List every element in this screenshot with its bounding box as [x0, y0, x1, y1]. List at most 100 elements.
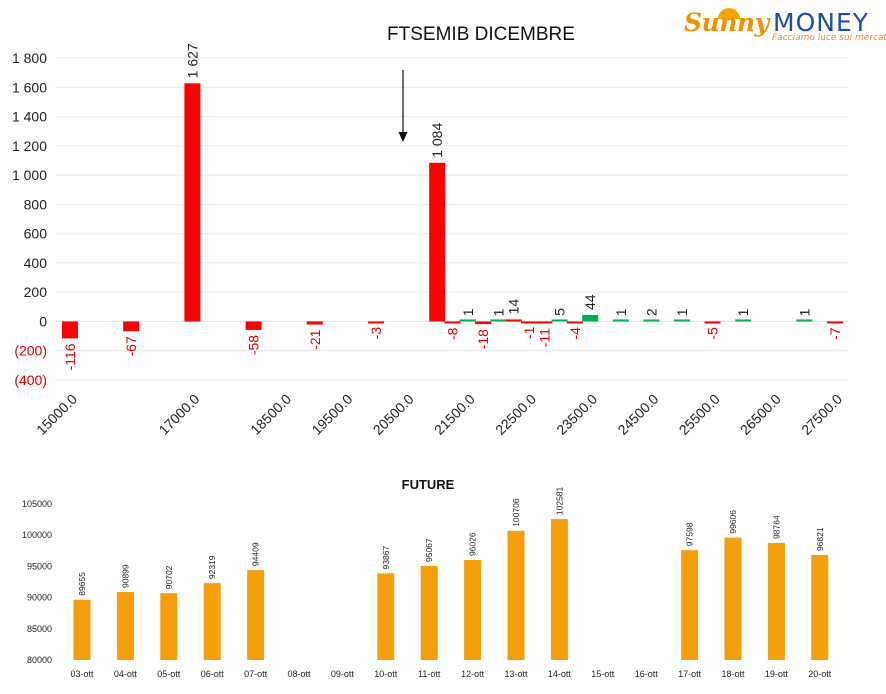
bar [827, 321, 843, 324]
bar [505, 319, 522, 322]
x-tick-label: 18500.0 [247, 391, 294, 438]
chart-title: FTSEMIB DICEMBRE [387, 24, 575, 45]
sunny-money-logo: Sunny MONEY Facciamo luce sui mercati [680, 6, 886, 46]
data-label: 1 627 [184, 43, 200, 78]
x-tick-label: 14-ott [548, 669, 572, 679]
y-tick-label: 200 [24, 284, 48, 300]
y-tick-label: 1 200 [12, 138, 47, 154]
y-tick-label: 95000 [27, 561, 52, 571]
y-tick-label: 100000 [22, 530, 52, 540]
data-label: 14 [506, 299, 522, 315]
data-label: -4 [567, 327, 583, 340]
bar [612, 319, 629, 322]
x-tick-label: 19-ott [765, 669, 789, 679]
x-tick-label: 06-ott [201, 669, 225, 679]
x-tick-label: 13-ott [504, 669, 528, 679]
bar [796, 319, 813, 322]
y-tick-label: 600 [24, 226, 48, 242]
options-chart: (400) (200) 0 200 400 600 800 1 000 1 200 1 400 1 … [12, 24, 848, 438]
x-tick-label: 17-ott [678, 669, 702, 679]
x-tick-label: 03-ott [70, 669, 94, 679]
data-label: 1 [796, 308, 812, 316]
data-label: -3 [368, 327, 384, 340]
bar [203, 583, 221, 660]
x-tick-label: 16-ott [635, 669, 659, 679]
bar [116, 591, 134, 660]
bar [674, 319, 690, 322]
data-label: -18 [475, 329, 491, 349]
bar [724, 537, 742, 660]
chart-title: FUTURE [402, 477, 455, 492]
y-tick-label: 1 400 [12, 109, 47, 125]
bar [643, 319, 660, 322]
x-tick-label: 17000.0 [155, 391, 202, 438]
y-tick-label: 1 000 [12, 167, 47, 183]
bar [247, 570, 265, 660]
annotation-arrow-head [398, 132, 408, 142]
bar [464, 559, 482, 660]
bar [704, 321, 721, 324]
data-label: 44 [582, 294, 598, 310]
bar [429, 162, 446, 322]
x-tick-label: 10-ott [374, 669, 398, 679]
bar [245, 321, 262, 330]
data-label: 97598 [685, 522, 695, 546]
x-tick-label: 19500.0 [308, 391, 355, 438]
bar [444, 321, 461, 324]
y-tick-label: 800 [24, 196, 48, 212]
data-label: 1 [735, 308, 751, 316]
x-tick-label: 15000.0 [33, 391, 80, 438]
bar [811, 555, 829, 660]
y-tick-label: 85000 [27, 624, 52, 634]
y-tick-label: 90000 [27, 593, 52, 603]
bar [490, 319, 507, 322]
x-tick-label: 21500.0 [431, 391, 478, 438]
bar [551, 319, 568, 322]
bar [475, 321, 492, 325]
data-label: 90899 [120, 564, 130, 588]
bar [377, 573, 395, 660]
y-tick-label: 400 [24, 255, 48, 271]
data-label: -8 [445, 327, 461, 340]
bar [536, 321, 553, 324]
x-tick-label: 27500.0 [798, 391, 845, 438]
bar [767, 542, 785, 660]
x-tick-label: 20500.0 [370, 391, 417, 438]
logo-sunny-text: Sunny [684, 8, 769, 37]
bar [420, 565, 438, 660]
data-label: -58 [246, 335, 262, 355]
logo-money-text: MONEY [773, 8, 870, 37]
logo-tagline: Facciamo luce sui mercati [772, 33, 886, 43]
data-label: 96821 [815, 527, 825, 551]
bar [184, 83, 201, 322]
bar [582, 315, 599, 322]
data-label: -21 [307, 329, 323, 349]
x-tick-label: 20-ott [808, 669, 832, 679]
bar [566, 321, 583, 324]
data-label: 96026 [468, 532, 478, 556]
data-label: 95067 [424, 538, 434, 562]
x-tick-label: 22500.0 [492, 391, 539, 438]
data-label: 1 [674, 308, 690, 316]
bar [123, 321, 140, 332]
y-tick-label: 1 600 [12, 79, 47, 95]
data-label: -116 [62, 343, 78, 370]
x-tick-label: 15-ott [591, 669, 615, 679]
data-label: 93867 [381, 546, 391, 570]
x-tick-label: 07-ott [244, 669, 268, 679]
x-tick-label: 23500.0 [553, 391, 600, 438]
x-tick-label: 26500.0 [737, 391, 784, 438]
y-tick-label: 0 [39, 313, 47, 329]
data-label: 89655 [77, 572, 87, 596]
data-label: -7 [827, 327, 843, 340]
data-label: 1 [613, 308, 629, 316]
y-tick-label: 105000 [22, 499, 52, 509]
data-label: -11 [536, 328, 552, 347]
x-tick-label: 09-ott [331, 669, 355, 679]
bar [521, 321, 537, 324]
bar [550, 519, 568, 660]
x-tick-label: 18-ott [721, 669, 745, 679]
bar [368, 321, 384, 324]
data-label: 1 [490, 308, 506, 316]
bar [459, 319, 476, 322]
